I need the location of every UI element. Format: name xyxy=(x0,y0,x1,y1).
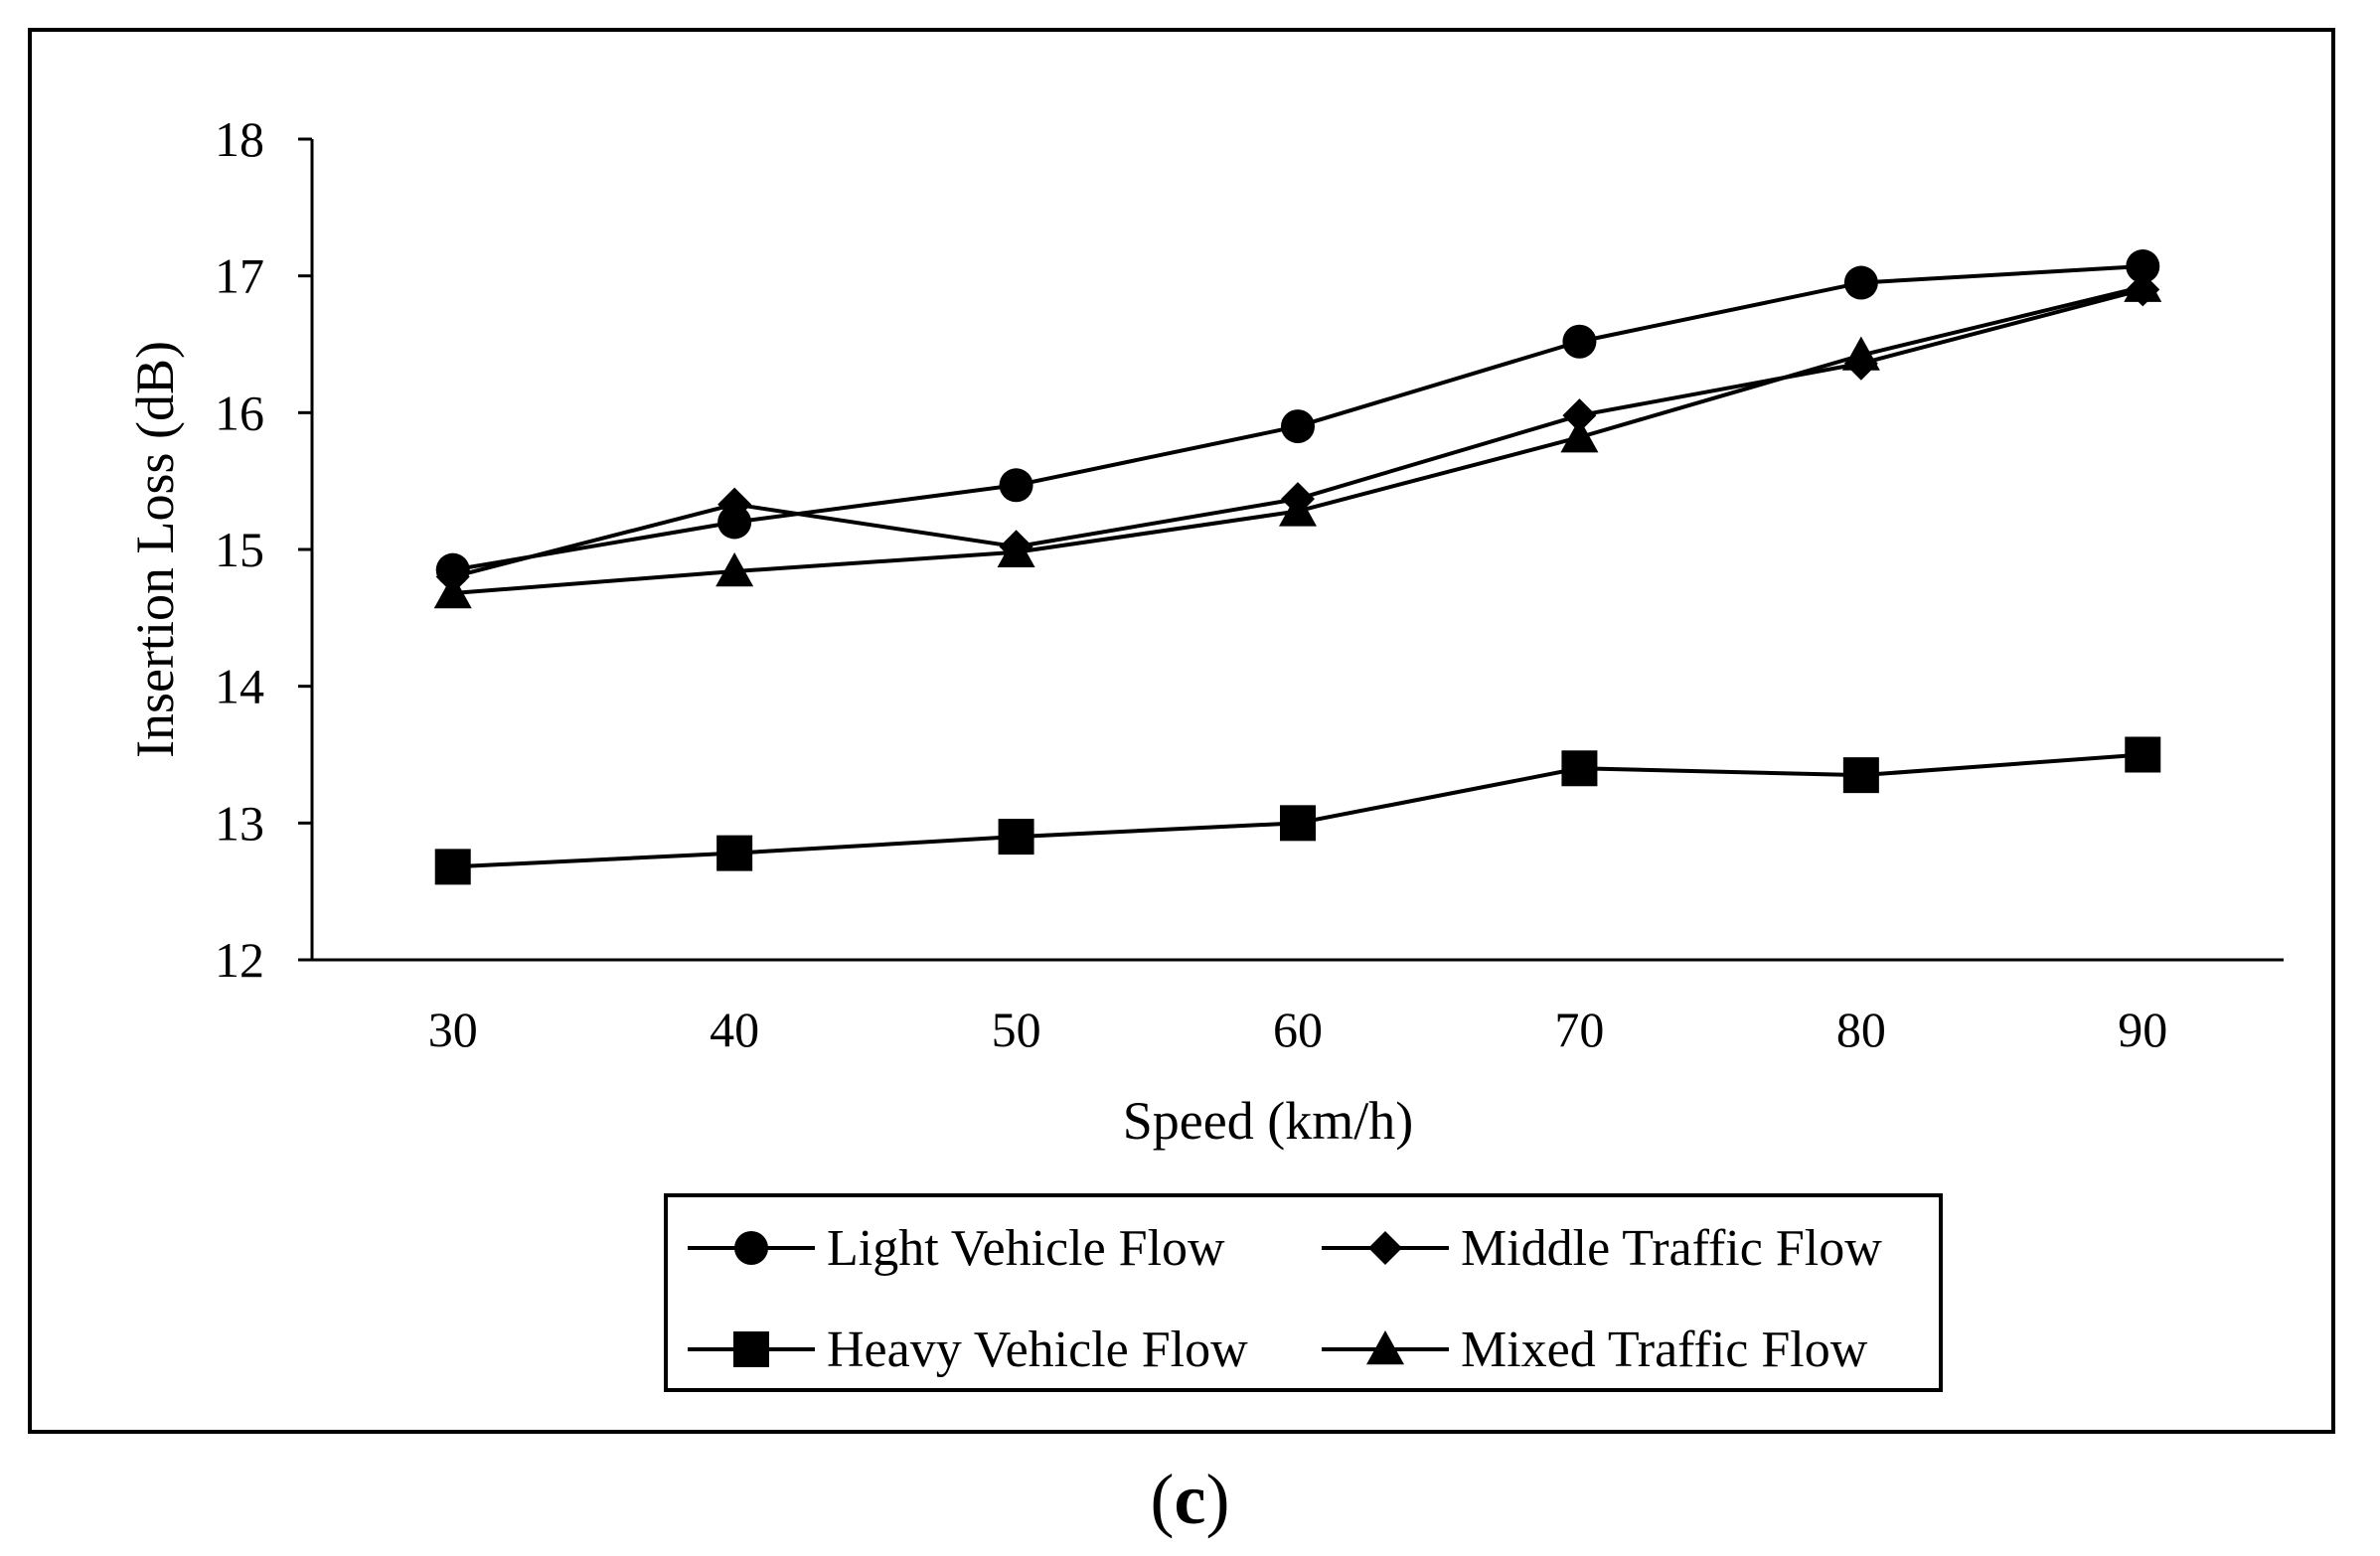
x-tick-label: 30 xyxy=(428,1002,478,1057)
legend-label-mixed-traffic-flow: Mixed Traffic Flow xyxy=(1461,1322,1868,1378)
data-point-light-vehicle-flow xyxy=(999,468,1033,503)
x-tick-label: 40 xyxy=(710,1002,759,1057)
legend-label-heavy-vehicle-flow: Heavy Vehicle Flow xyxy=(827,1322,1248,1378)
x-tick-label: 80 xyxy=(1836,1002,1886,1057)
legend-marker-heavy-vehicle-flow xyxy=(733,1331,769,1367)
data-point-middle-traffic-flow xyxy=(717,487,752,522)
data-point-heavy-vehicle-flow xyxy=(1280,805,1316,842)
panel-label: (c) xyxy=(0,1459,2380,1541)
legend-box xyxy=(664,1193,1943,1392)
data-point-heavy-vehicle-flow xyxy=(2125,736,2161,773)
panel-label-open: ( xyxy=(1150,1460,1175,1539)
x-tick-label: 70 xyxy=(1554,1002,1604,1057)
data-point-mixed-traffic-flow xyxy=(433,574,472,609)
data-point-mixed-traffic-flow xyxy=(997,533,1035,567)
data-point-light-vehicle-flow xyxy=(1562,324,1597,359)
legend-marker-light-vehicle-flow xyxy=(734,1231,768,1265)
data-point-light-vehicle-flow xyxy=(2126,249,2160,284)
y-axis-title: Insertion Loss (dB) xyxy=(125,341,185,758)
x-tick-label: 60 xyxy=(1273,1002,1323,1057)
data-point-light-vehicle-flow xyxy=(1843,265,1878,300)
data-point-light-vehicle-flow xyxy=(1281,409,1315,444)
panel-label-close: ) xyxy=(1205,1460,1230,1539)
y-tick-label: 16 xyxy=(215,385,264,440)
data-point-heavy-vehicle-flow xyxy=(1842,757,1879,794)
data-point-mixed-traffic-flow xyxy=(1560,418,1599,453)
legend-marker-mixed-traffic-flow xyxy=(1366,1330,1404,1365)
data-point-mixed-traffic-flow xyxy=(715,552,754,587)
y-tick-label: 18 xyxy=(215,111,264,167)
data-point-light-vehicle-flow xyxy=(717,505,752,540)
data-point-heavy-vehicle-flow xyxy=(434,849,471,885)
x-tick-label: 50 xyxy=(992,1002,1041,1057)
panel-label-letter: c xyxy=(1174,1460,1206,1539)
y-tick-label: 17 xyxy=(215,248,264,304)
data-point-middle-traffic-flow xyxy=(1562,398,1597,433)
data-point-mixed-traffic-flow xyxy=(2124,267,2162,302)
data-point-heavy-vehicle-flow xyxy=(998,819,1034,856)
y-tick-label: 12 xyxy=(215,932,264,988)
legend-label-middle-traffic-flow: Middle Traffic Flow xyxy=(1461,1220,1882,1277)
figure-frame xyxy=(28,28,2335,1434)
data-point-heavy-vehicle-flow xyxy=(716,835,753,871)
legend-label-light-vehicle-flow: Light Vehicle Flow xyxy=(827,1220,1225,1277)
y-tick-label: 13 xyxy=(215,795,264,851)
data-point-mixed-traffic-flow xyxy=(1279,492,1317,527)
x-tick-label: 90 xyxy=(2118,1002,2167,1057)
x-axis-title: Speed (km/h) xyxy=(1123,1091,1413,1151)
data-point-mixed-traffic-flow xyxy=(1841,336,1880,371)
legend-marker-middle-traffic-flow xyxy=(1368,1231,1402,1265)
data-point-heavy-vehicle-flow xyxy=(1561,750,1598,787)
y-tick-label: 15 xyxy=(215,522,264,577)
y-tick-label: 14 xyxy=(215,659,264,714)
